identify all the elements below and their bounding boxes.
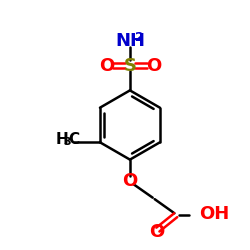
- Text: O: O: [149, 222, 164, 240]
- Text: 2: 2: [135, 32, 144, 44]
- Text: C: C: [68, 132, 80, 147]
- Text: O: O: [99, 57, 114, 75]
- Text: 3: 3: [63, 137, 71, 147]
- Text: OH: OH: [199, 205, 230, 223]
- Text: O: O: [146, 57, 161, 75]
- Text: H: H: [56, 132, 68, 147]
- Text: O: O: [122, 172, 138, 190]
- Text: S: S: [124, 57, 136, 75]
- Text: NH: NH: [115, 32, 145, 50]
